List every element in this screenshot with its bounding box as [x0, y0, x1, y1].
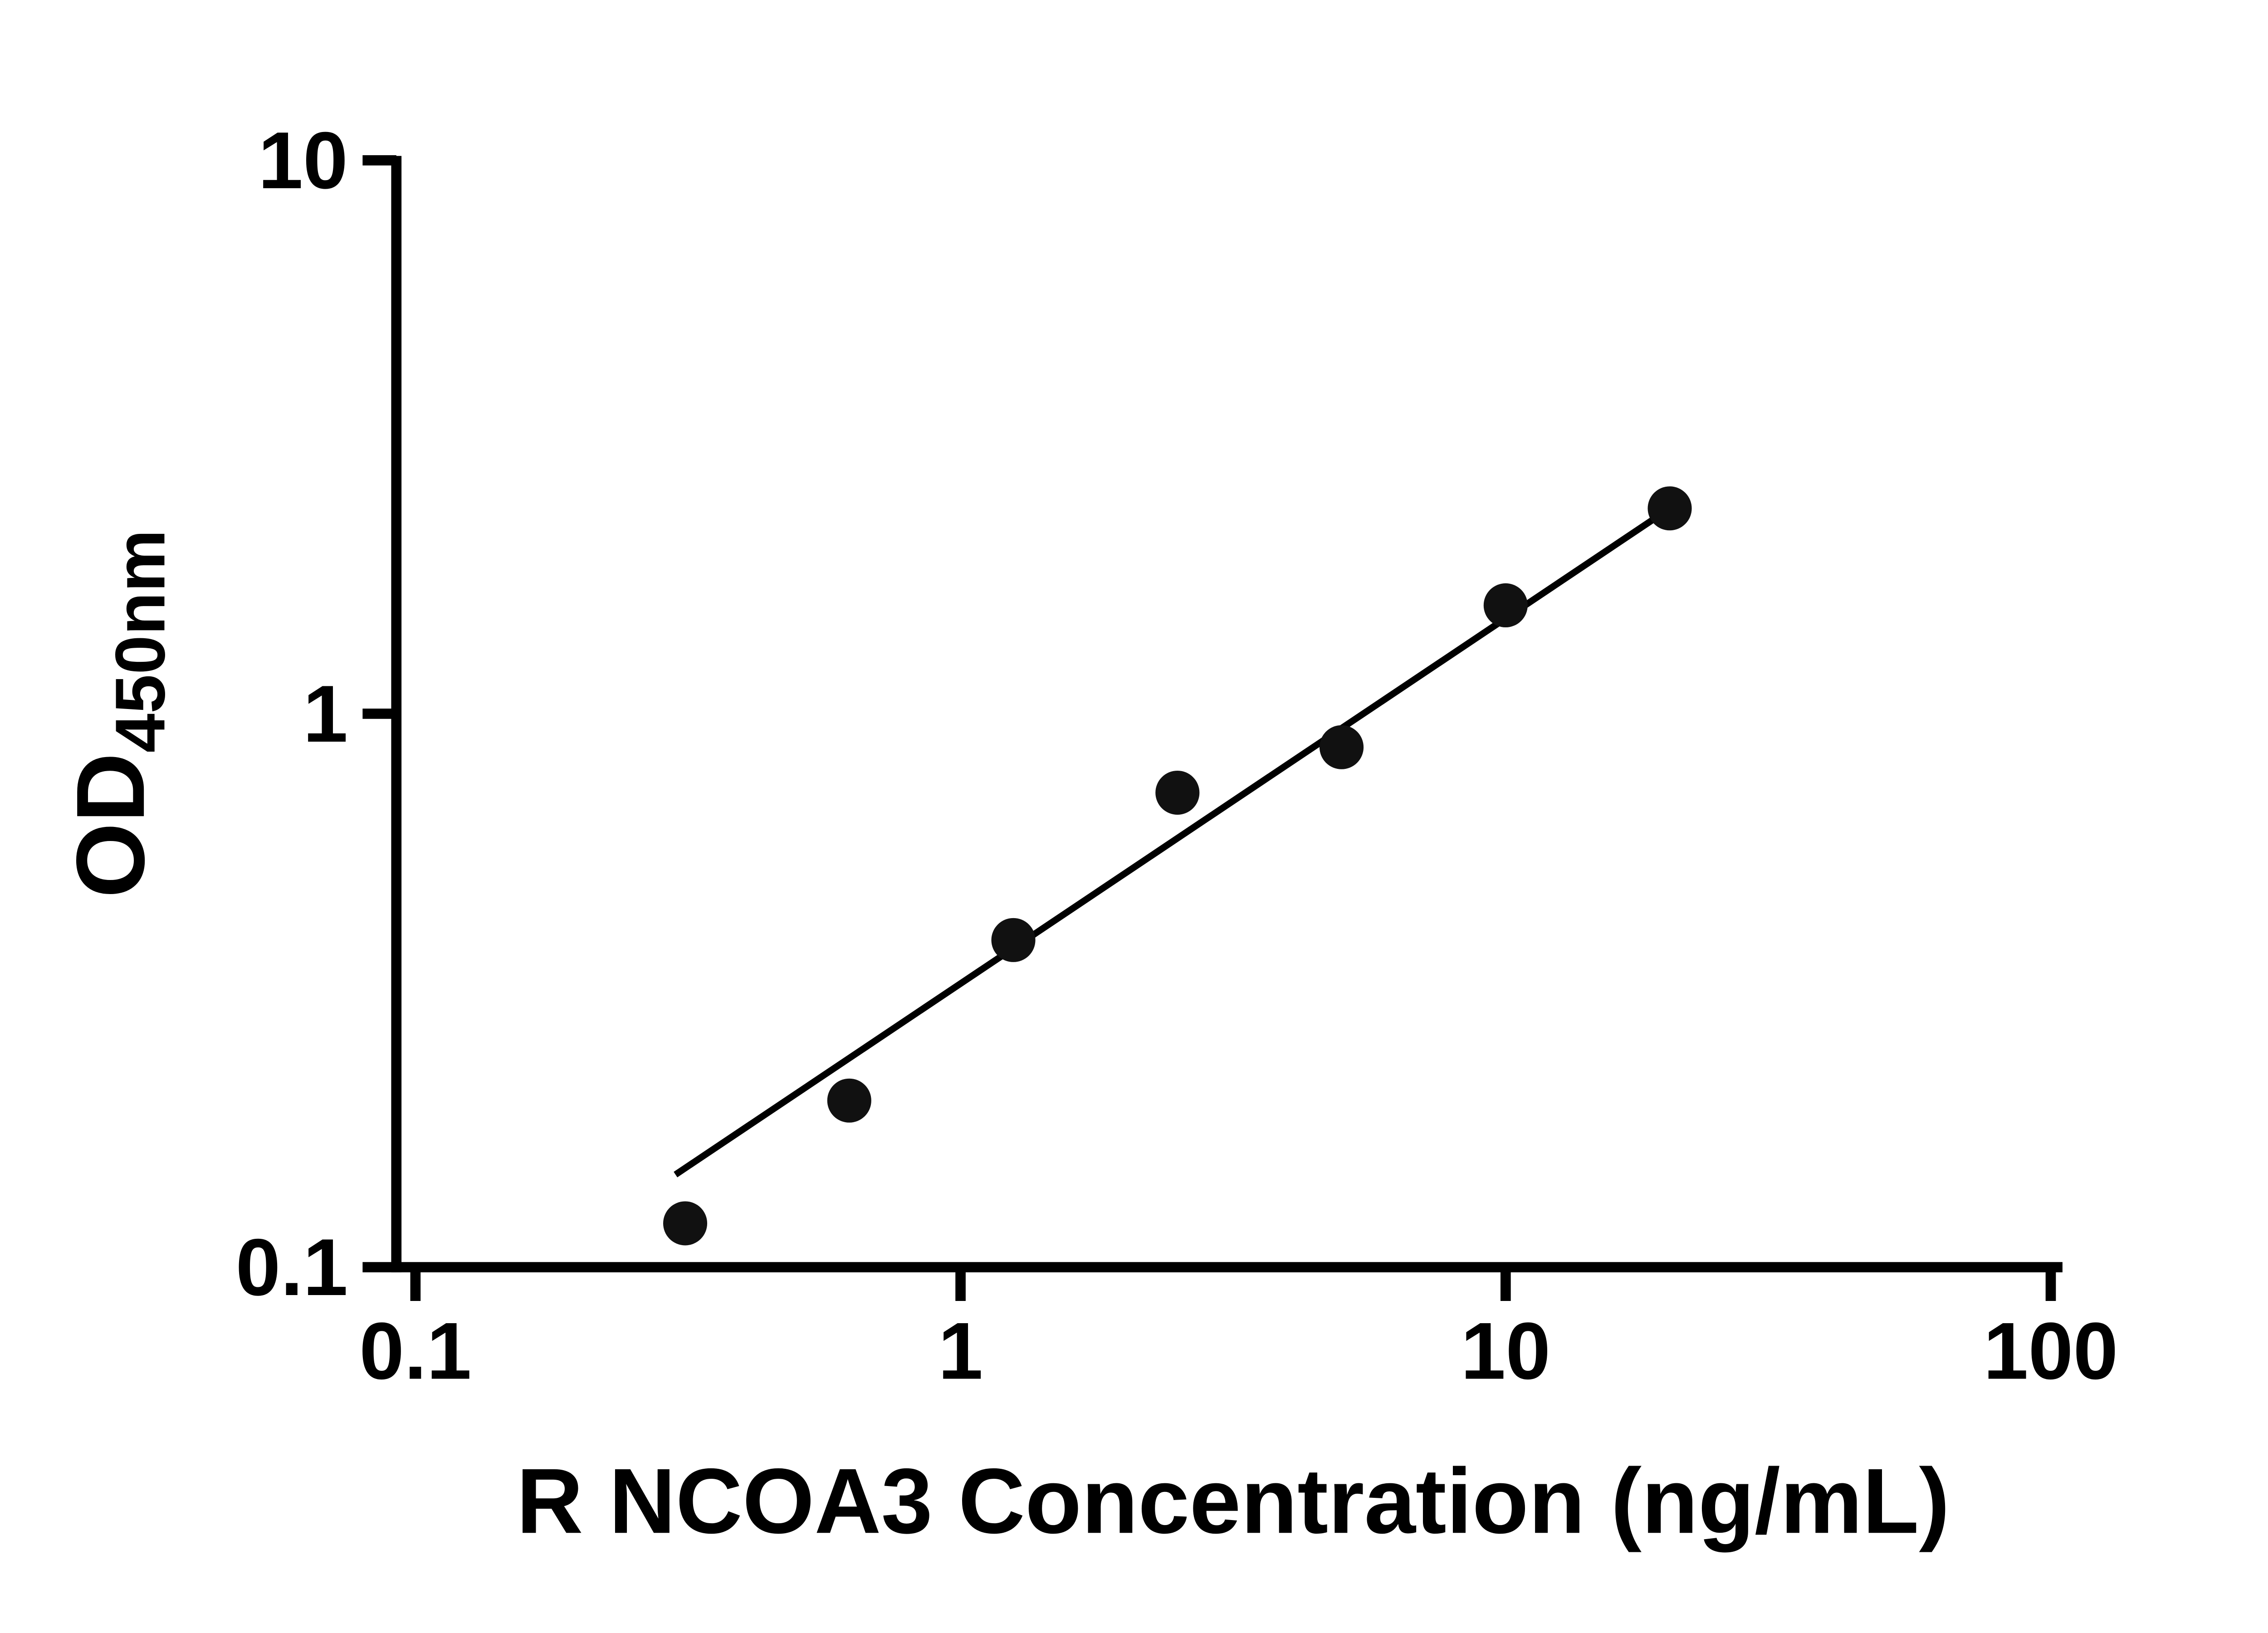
x-tick-label: 10 — [1461, 1305, 1550, 1396]
plot-area: 0.1 1 10 100 0.1 1 10 — [236, 115, 2118, 1396]
x-axis-title: R NCOA3 Concentration (ng/mL) — [516, 1449, 1950, 1553]
x-tick-label: 0.1 — [359, 1305, 471, 1396]
data-point — [1483, 583, 1528, 627]
data-point — [827, 1078, 871, 1123]
y-axis-title-sub: 450nm — [100, 529, 179, 753]
x-tick-label: 1 — [938, 1305, 983, 1396]
data-point — [663, 1201, 708, 1246]
x-tick-label: 100 — [1984, 1305, 2118, 1396]
data-point — [1320, 725, 1364, 769]
y-axis-title-main: OD — [57, 753, 165, 898]
data-point — [991, 918, 1036, 962]
y-tick-label: 0.1 — [236, 1222, 348, 1312]
data-point — [1155, 770, 1200, 815]
y-tick-label: 10 — [258, 115, 348, 205]
y-tick-label: 1 — [303, 669, 348, 759]
y-axis-title: OD450nm — [57, 529, 179, 898]
data-point — [1647, 486, 1692, 531]
